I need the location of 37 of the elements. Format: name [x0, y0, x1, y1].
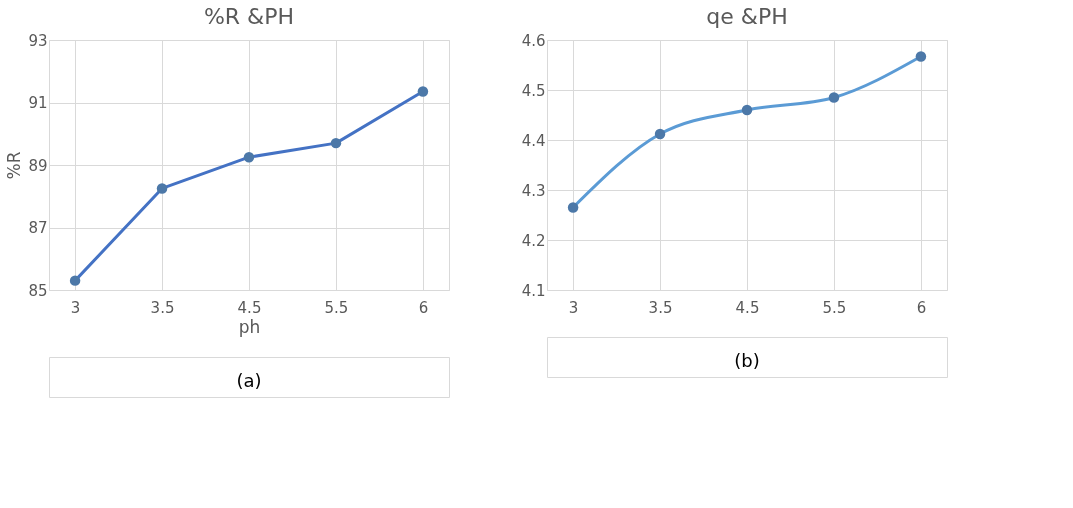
y-axis-title: %R — [4, 151, 25, 180]
x-tick-label: 3.5 — [150, 298, 175, 317]
x-tick-label: 5.5 — [324, 298, 349, 317]
point — [417, 86, 429, 97]
y-tick-label: 4.4 — [521, 131, 546, 150]
x-tick-label: 5.5 — [822, 298, 847, 317]
x-tick-label: 3 — [70, 298, 81, 317]
y-tick-label: 93 — [28, 31, 48, 50]
y-tick-label: 85 — [28, 281, 48, 300]
x-tick-label: 3.5 — [648, 298, 673, 317]
point — [69, 275, 81, 286]
y-tick-label: 4.6 — [521, 31, 546, 50]
point — [915, 51, 927, 62]
chart-title: qe &PH — [706, 4, 788, 29]
x-axis-title: ph — [238, 316, 261, 337]
y-tick-label: 4.3 — [521, 181, 546, 200]
chart-title: %R &PH — [203, 4, 295, 29]
x-tick-label: 6 — [418, 298, 429, 317]
y-tick-label: 4.2 — [521, 231, 546, 250]
x-tick-label: 6 — [916, 298, 927, 317]
x-tick-label: 4.5 — [735, 298, 760, 317]
point — [828, 92, 840, 103]
point — [567, 202, 579, 213]
x-tick-label: 3 — [568, 298, 579, 317]
y-tick-label: 89 — [28, 156, 48, 175]
x-tick-label: 4.5 — [237, 298, 262, 317]
y-tick-label: 91 — [28, 94, 48, 112]
point — [330, 137, 342, 149]
point — [654, 128, 666, 140]
point — [243, 151, 255, 163]
y-tick-label: 4.1 — [521, 281, 546, 300]
text: (b) — [734, 350, 760, 371]
y-tick-label: 4.5 — [521, 81, 546, 100]
y-tick-label: 87 — [28, 219, 48, 237]
point — [741, 104, 753, 116]
point — [156, 183, 168, 194]
text: (a) — [236, 370, 262, 391]
